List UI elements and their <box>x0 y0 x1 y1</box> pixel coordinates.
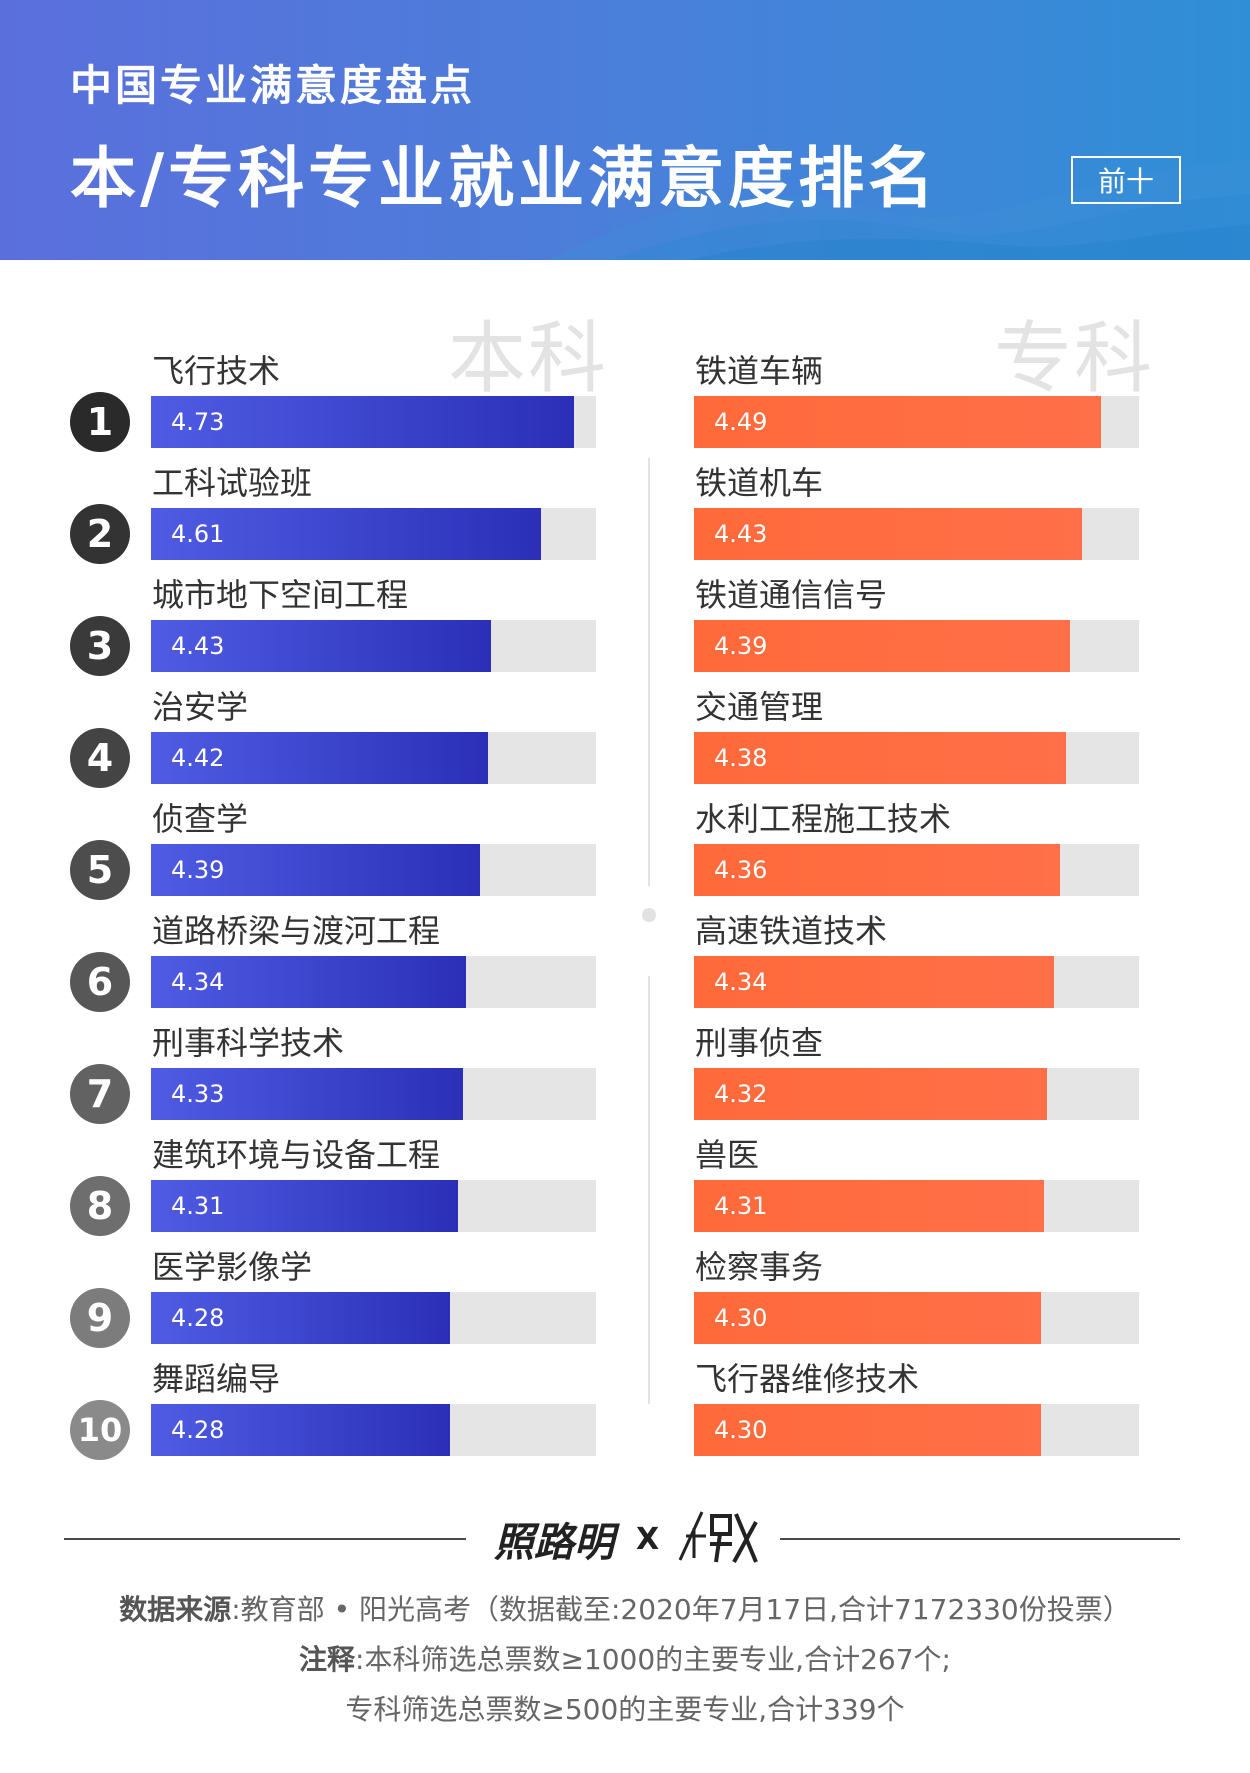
left-bar-value-label: 4.28 <box>171 1416 225 1444</box>
right-bar: 4.49 <box>694 396 1101 448</box>
note-text-1: :本科筛选总票数≥1000的主要专业,合计267个; <box>355 1643 951 1676</box>
left-major-name: 舞蹈编导 <box>152 1360 281 1398</box>
left-bar: 4.39 <box>151 844 480 896</box>
footer-line-left <box>64 1538 466 1540</box>
right-major-name: 兽医 <box>695 1136 760 1174</box>
right-bar: 4.30 <box>694 1404 1041 1456</box>
footer-x-separator: X <box>636 1522 660 1557</box>
rank-badge: 7 <box>70 1064 130 1124</box>
left-bar: 4.43 <box>151 620 491 672</box>
rank-badge: 4 <box>70 728 130 788</box>
right-bar: 4.39 <box>694 620 1070 672</box>
right-bar-value-label: 4.30 <box>714 1416 768 1444</box>
right-bar-value-label: 4.38 <box>714 744 768 772</box>
left-major-name: 建筑环境与设备工程 <box>152 1136 441 1174</box>
right-bar-value-label: 4.49 <box>714 408 768 436</box>
left-bar: 4.34 <box>151 956 466 1008</box>
wave-decoration <box>550 160 1250 260</box>
note-label: 注释 <box>299 1643 356 1676</box>
left-bar-value-label: 4.33 <box>171 1080 225 1108</box>
left-major-name: 医学影像学 <box>152 1248 313 1286</box>
right-major-name: 刑事侦查 <box>695 1024 824 1062</box>
rank-badge: 10 <box>70 1400 130 1460</box>
left-major-name: 飞行技术 <box>152 352 281 390</box>
right-bar-value-label: 4.39 <box>714 632 768 660</box>
left-bar: 4.33 <box>151 1068 463 1120</box>
rank-badge: 6 <box>70 952 130 1012</box>
left-major-name: 刑事科学技术 <box>152 1024 345 1062</box>
left-major-name: 城市地下空间工程 <box>152 576 409 614</box>
right-bar: 4.36 <box>694 844 1060 896</box>
top-ten-badge: 前十 <box>1071 156 1181 204</box>
right-bar-value-label: 4.31 <box>714 1192 768 1220</box>
header-subtitle: 中国专业满意度盘点 <box>70 61 476 110</box>
right-major-name: 交通管理 <box>695 688 824 726</box>
right-section-label: 专科 <box>994 314 1155 404</box>
data-source-label: 数据来源 <box>119 1593 232 1626</box>
right-bar-value-label: 4.36 <box>714 856 768 884</box>
note-line-1: 注释:本科筛选总票数≥1000的主要专业,合计267个; <box>0 1638 1250 1678</box>
right-bar: 4.43 <box>694 508 1082 560</box>
header-banner: 中国专业满意度盘点 本/专科专业就业满意度排名 前十 <box>0 0 1250 260</box>
rank-badge: 1 <box>70 392 130 452</box>
center-divider-bottom <box>648 976 650 1404</box>
left-bar-value-label: 4.42 <box>171 744 225 772</box>
data-source-text: :教育部 • 阳光高考（数据截至:2020年7月17日,合计7172330份投票… <box>231 1593 1131 1626</box>
left-major-name: 道路桥梁与渡河工程 <box>152 912 441 950</box>
left-bar: 4.61 <box>151 508 541 560</box>
note-line-2: 专科筛选总票数≥500的主要专业,合计339个 <box>345 1693 905 1726</box>
rank-badge: 3 <box>70 616 130 676</box>
right-bar: 4.32 <box>694 1068 1047 1120</box>
left-bar-value-label: 4.43 <box>171 632 225 660</box>
left-bar-value-label: 4.39 <box>171 856 225 884</box>
left-bar-value-label: 4.61 <box>171 520 225 548</box>
right-major-name: 检察事务 <box>695 1248 824 1286</box>
right-bar: 4.38 <box>694 732 1066 784</box>
center-divider-dot <box>642 908 656 922</box>
center-divider-top <box>648 458 650 886</box>
right-bar-value-label: 4.34 <box>714 968 768 996</box>
right-major-name: 水利工程施工技术 <box>695 800 952 838</box>
left-section-label: 本科 <box>448 314 609 404</box>
rank-badge: 8 <box>70 1176 130 1236</box>
right-bar-value-label: 4.43 <box>714 520 768 548</box>
left-bar: 4.31 <box>151 1180 458 1232</box>
right-bar-value-label: 4.32 <box>714 1080 768 1108</box>
partner-logo <box>678 1511 758 1563</box>
left-bar-value-label: 4.34 <box>171 968 225 996</box>
rank-badge: 9 <box>70 1288 130 1348</box>
right-major-name: 飞行器维修技术 <box>695 1360 920 1398</box>
left-bar-value-label: 4.73 <box>171 408 225 436</box>
right-bar: 4.31 <box>694 1180 1044 1232</box>
footer-line-right <box>780 1538 1180 1540</box>
left-bar: 4.28 <box>151 1292 450 1344</box>
right-major-name: 高速铁道技术 <box>695 912 888 950</box>
right-major-name: 铁道机车 <box>695 464 824 502</box>
left-bar-value-label: 4.28 <box>171 1304 225 1332</box>
data-source-line: 数据来源:教育部 • 阳光高考（数据截至:2020年7月17日,合计717233… <box>0 1588 1250 1628</box>
left-bar: 4.28 <box>151 1404 450 1456</box>
right-major-name: 铁道车辆 <box>695 352 824 390</box>
left-major-name: 侦查学 <box>152 800 249 838</box>
right-major-name: 铁道通信信号 <box>695 576 888 614</box>
footer-brand: 照路明 <box>494 1520 614 1566</box>
left-bar-value-label: 4.31 <box>171 1192 225 1220</box>
right-bar: 4.30 <box>694 1292 1041 1344</box>
header-title: 本/专科专业就业满意度排名 <box>70 139 939 217</box>
left-bar: 4.42 <box>151 732 488 784</box>
right-bar-value-label: 4.30 <box>714 1304 768 1332</box>
rank-badge: 5 <box>70 840 130 900</box>
left-major-name: 工科试验班 <box>152 464 313 502</box>
right-bar: 4.34 <box>694 956 1054 1008</box>
rank-badge: 2 <box>70 504 130 564</box>
left-major-name: 治安学 <box>152 688 249 726</box>
left-bar: 4.73 <box>151 396 574 448</box>
